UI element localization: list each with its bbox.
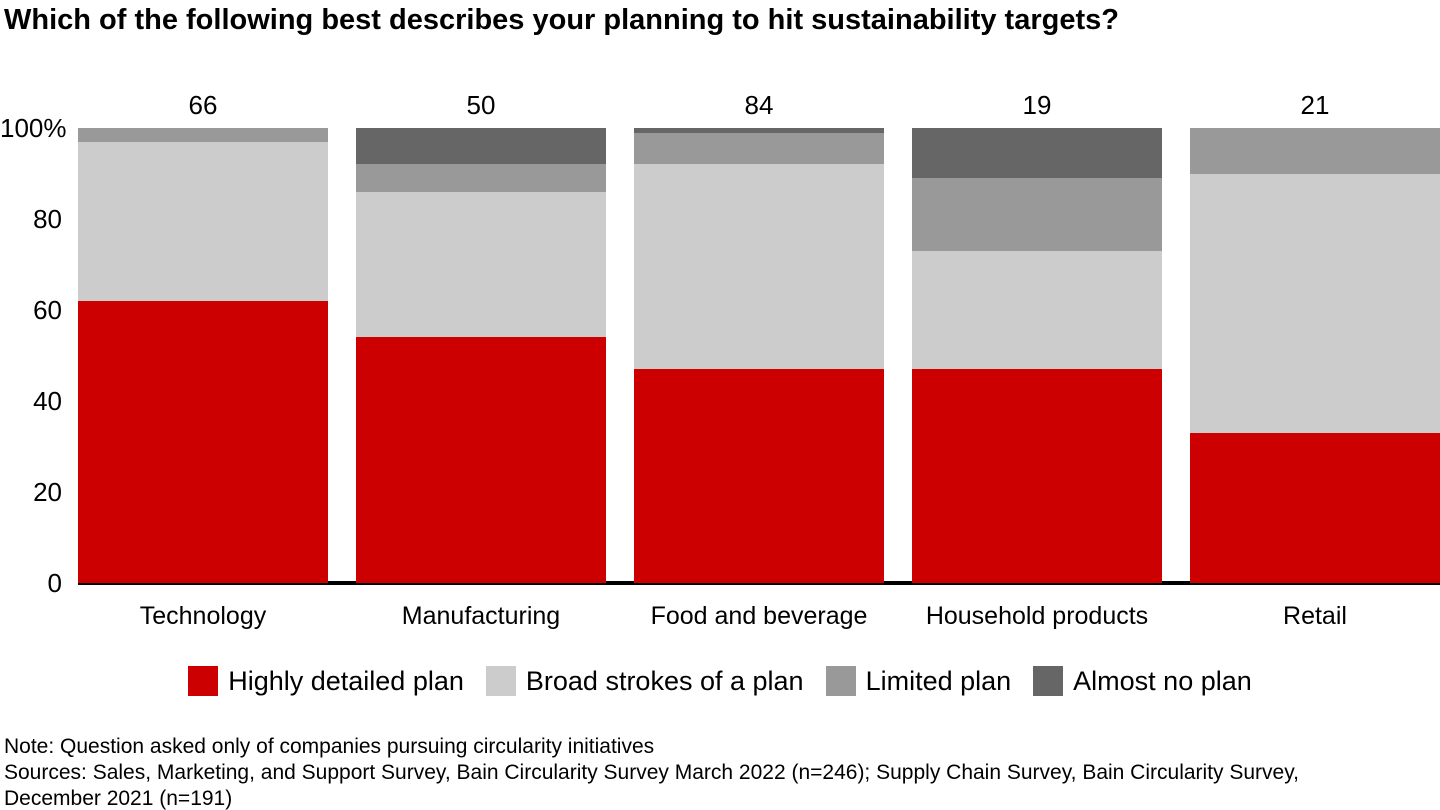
- bar-count-label: 50: [466, 90, 496, 120]
- y-tick-label: 100%: [0, 113, 67, 143]
- legend-item: Limited plan: [825, 664, 1012, 698]
- bar: [356, 128, 606, 583]
- bar-segment: [356, 128, 606, 165]
- legend-swatch: [825, 666, 856, 696]
- y-tick-label: 60: [33, 295, 62, 325]
- bar-segment: [634, 369, 884, 583]
- bar-segment: [912, 250, 1162, 370]
- bar-segment: [912, 178, 1162, 251]
- footnotes: Note: Question asked only of companies p…: [4, 734, 1299, 810]
- category-label: Household products: [925, 602, 1149, 630]
- legend-label: Highly detailed plan: [228, 666, 464, 696]
- bar-count-label: 19: [1022, 90, 1052, 120]
- bar-segment: [634, 128, 884, 133]
- bar: [1190, 128, 1440, 583]
- bar-segment: [356, 337, 606, 583]
- legend-swatch: [188, 666, 219, 696]
- bar-segment: [634, 132, 884, 165]
- bar-segment: [912, 128, 1162, 179]
- footnote-line: Note: Question asked only of companies p…: [4, 735, 655, 758]
- bar-segment: [78, 300, 328, 583]
- footnote-line: Sources: Sales, Marketing, and Support S…: [4, 761, 1299, 784]
- bar: [912, 128, 1162, 583]
- legend-label: Limited plan: [865, 666, 1012, 696]
- legend-swatch: [1033, 666, 1064, 696]
- category-label: Technology: [139, 602, 267, 630]
- x-axis-line: [78, 581, 1440, 585]
- legend-label: Broad strokes of a plan: [525, 666, 804, 696]
- bar-count-label: 84: [744, 90, 774, 120]
- bar-segment: [1190, 128, 1440, 174]
- bar: [634, 128, 884, 583]
- legend-label: Almost no plan: [1073, 666, 1252, 696]
- bar-segment: [1190, 432, 1440, 583]
- legend-item: Highly detailed plan: [188, 664, 464, 698]
- bar-count-label: 66: [188, 90, 218, 120]
- category-label: Food and beverage: [650, 602, 868, 630]
- y-tick-label: 40: [33, 386, 62, 416]
- category-label: Manufacturing: [401, 602, 561, 630]
- bar-segment: [78, 128, 328, 142]
- category-label: Retail: [1283, 602, 1347, 630]
- legend: Highly detailed plan Broad strokes of a p…: [0, 664, 1440, 698]
- y-tick-label: 20: [33, 477, 62, 507]
- legend-item: Broad strokes of a plan: [485, 664, 804, 698]
- bar-segment: [634, 164, 884, 370]
- chart-title: Which of the following best describes yo…: [4, 4, 1119, 36]
- legend-item: Almost no plan: [1033, 664, 1252, 698]
- y-tick-label: 0: [47, 568, 62, 598]
- y-tick-label: 80: [33, 204, 62, 234]
- bar-segment: [356, 191, 606, 338]
- bar-segment: [912, 369, 1162, 583]
- bar-segment: [356, 164, 606, 192]
- bar-count-label: 21: [1300, 90, 1330, 120]
- bar-segment: [1190, 173, 1440, 433]
- legend-swatch: [485, 666, 516, 696]
- bar: [78, 128, 328, 583]
- bar-segment: [78, 141, 328, 301]
- footnote-line: December 2021 (n=191): [4, 787, 233, 810]
